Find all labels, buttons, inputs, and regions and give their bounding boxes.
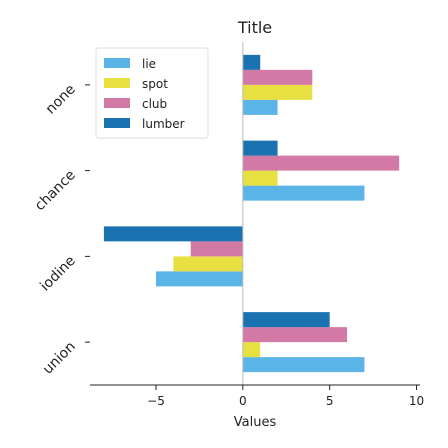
bar-iodine-club bbox=[190, 241, 243, 257]
y-tick-label-union: union bbox=[40, 339, 79, 378]
bar-union-lumber bbox=[242, 312, 330, 328]
legend-label-lie: lie bbox=[142, 57, 156, 71]
x-tick-label: −5 bbox=[147, 394, 165, 408]
legend-frame bbox=[95, 47, 209, 139]
bar-iodine-lie bbox=[156, 271, 243, 287]
bar-union-club bbox=[242, 327, 348, 343]
bar-none-lie bbox=[242, 99, 278, 115]
bar-chance-lumber bbox=[242, 140, 278, 156]
bar-chance-club bbox=[242, 155, 400, 171]
bar-none-spot bbox=[242, 84, 313, 100]
legend-swatch-spot bbox=[104, 78, 130, 88]
bar-union-lie bbox=[242, 357, 365, 373]
x-axis-title: Values bbox=[234, 415, 277, 430]
bar-none-lumber bbox=[242, 54, 261, 70]
x-tick-label: 5 bbox=[326, 394, 334, 408]
axes-group: union iodine chance none −5 0 5 10 bbox=[32, 42, 424, 408]
legend-label-club: club bbox=[142, 97, 167, 111]
bar-none-club bbox=[242, 69, 313, 85]
bar-iodine-lumber bbox=[103, 226, 243, 242]
bar-union-spot bbox=[242, 342, 261, 358]
legend-swatch-lumber bbox=[104, 118, 130, 128]
bar-chance-lie bbox=[242, 185, 365, 201]
chart-title: Title bbox=[237, 18, 272, 37]
bar-iodine-spot bbox=[173, 256, 243, 272]
y-tick-label-chance: chance bbox=[32, 167, 79, 214]
legend-swatch-club bbox=[104, 98, 130, 108]
bar-chance-spot bbox=[242, 170, 278, 186]
y-tick-label-iodine: iodine bbox=[37, 253, 79, 295]
bars-group bbox=[103, 54, 400, 373]
x-tick-label: 0 bbox=[239, 394, 247, 408]
y-tick-label-none: none bbox=[43, 81, 79, 117]
legend-swatch-lie bbox=[104, 58, 130, 68]
legend-label-spot: spot bbox=[142, 77, 168, 91]
legend-label-lumber: lumber bbox=[142, 117, 185, 131]
legend: lie spot club lumber bbox=[95, 47, 209, 139]
x-tick-label: 10 bbox=[409, 394, 424, 408]
